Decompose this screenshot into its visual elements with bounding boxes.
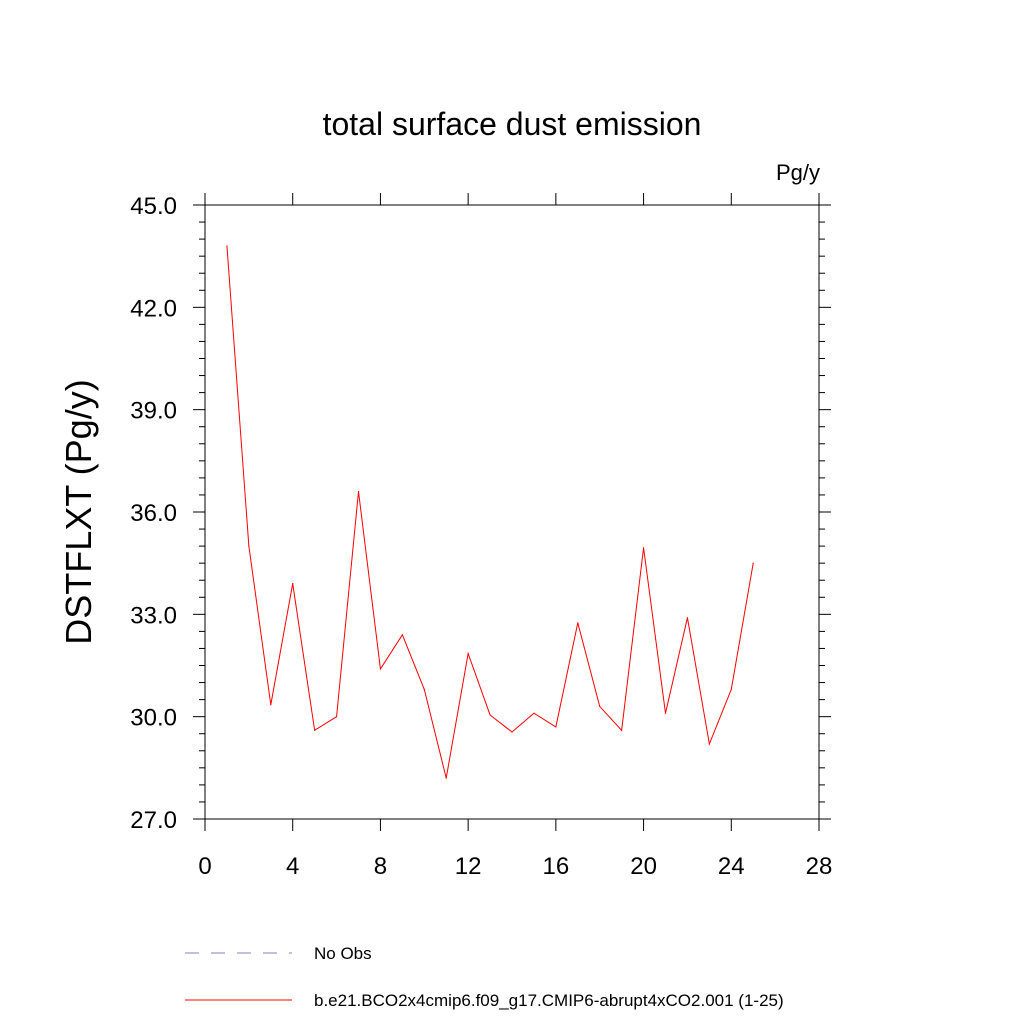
data-point	[577, 622, 579, 624]
y-tick-label: 30.0	[130, 705, 177, 732]
data-point	[226, 245, 228, 247]
data-point	[555, 726, 557, 728]
y-tick-label: 39.0	[130, 398, 177, 425]
x-tick-label: 0	[198, 853, 211, 880]
data-point	[401, 634, 403, 636]
data-point	[445, 777, 447, 779]
legend-label-run: b.e21.BCO2x4cmip6.f09_g17.CMIP6-abrupt4x…	[314, 991, 784, 1010]
legend: No Obs b.e21.BCO2x4cmip6.f09_g17.CMIP6-a…	[185, 944, 784, 1010]
y-axis-label: DSTFLXT (Pg/y)	[58, 379, 99, 644]
x-tick-label: 8	[374, 853, 387, 880]
data-point	[642, 547, 645, 549]
data-point	[621, 729, 623, 731]
data-point	[379, 668, 382, 670]
data-point	[708, 743, 710, 745]
data-point	[357, 490, 360, 493]
x-tick-label: 20	[630, 853, 657, 880]
data-point	[467, 652, 469, 655]
x-tick-label: 4	[286, 853, 299, 880]
data-point	[314, 729, 316, 731]
data-point	[730, 688, 732, 690]
x-tick-label: 12	[455, 853, 482, 880]
x-tick-label: 16	[543, 853, 570, 880]
series-group	[226, 245, 754, 779]
y-tick-label: 27.0	[130, 807, 177, 834]
x-tick-label: 28	[806, 853, 833, 880]
y-tick-label: 45.0	[130, 193, 177, 220]
data-point	[599, 705, 601, 708]
data-point	[752, 562, 754, 564]
y-tick-label: 36.0	[130, 500, 177, 527]
data-point	[664, 712, 667, 714]
data-point	[270, 704, 272, 706]
data-point	[335, 716, 338, 718]
data-point	[511, 731, 513, 733]
data-point	[423, 688, 425, 690]
series-line	[226, 245, 754, 779]
units-label: Pg/y	[776, 160, 820, 185]
x-tick-label: 24	[718, 853, 745, 880]
y-axis-ticks: 27.0 30.0 33.0 36.0 39.0 42.0 45.0	[130, 193, 831, 834]
data-point	[686, 617, 689, 619]
legend-label-no-obs: No Obs	[314, 944, 372, 963]
x-axis-ticks: 0 4 8 12 16 20 24 28	[198, 193, 832, 880]
y-tick-label: 33.0	[130, 602, 177, 629]
data-point	[489, 714, 491, 716]
data-point	[248, 545, 250, 547]
chart-title: total surface dust emission	[323, 106, 702, 142]
data-point	[292, 583, 294, 585]
y-tick-label: 42.0	[130, 295, 177, 322]
data-point	[533, 712, 535, 714]
plot-frame	[204, 204, 820, 820]
